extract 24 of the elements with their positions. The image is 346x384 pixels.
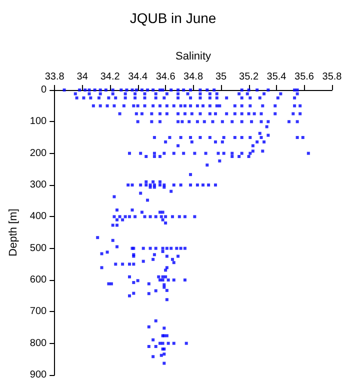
x-tick-label: 34.2 xyxy=(100,72,120,82)
y-tick-label: 200 xyxy=(30,148,48,159)
y-tick-label: 100 xyxy=(30,116,48,128)
y-tick-label: 300 xyxy=(30,180,48,190)
y-tick-label: 600 xyxy=(30,274,48,286)
x-tick-label: 34.4 xyxy=(128,72,148,82)
y-tick-label: 700 xyxy=(30,306,48,318)
x-tick-label: 35.4 xyxy=(266,72,287,82)
x-tick-label: 34.8 xyxy=(184,72,204,82)
x-tick-label: 34 xyxy=(76,72,88,82)
x-tick-label: 35.6 xyxy=(294,72,314,82)
chart-title: JQUB in June xyxy=(130,10,216,26)
x-tick-label: 35.2 xyxy=(239,72,259,82)
x-tick-label: 34.6 xyxy=(156,72,176,82)
x-tick-label: 35.8 xyxy=(322,72,342,82)
y-axis-title: Depth [m] xyxy=(8,208,20,256)
y-tick-label: 500 xyxy=(30,242,48,254)
x-axis-title: Salinity xyxy=(176,50,212,62)
y-tick-label: 0 xyxy=(41,84,48,96)
y-tick-label: 800 xyxy=(30,338,48,349)
x-tick-label: 35 xyxy=(215,72,228,82)
y-tick-label: 400 xyxy=(30,211,48,222)
y-tick-label: 900 xyxy=(30,370,48,380)
x-tick-label: 33.8 xyxy=(44,72,65,82)
